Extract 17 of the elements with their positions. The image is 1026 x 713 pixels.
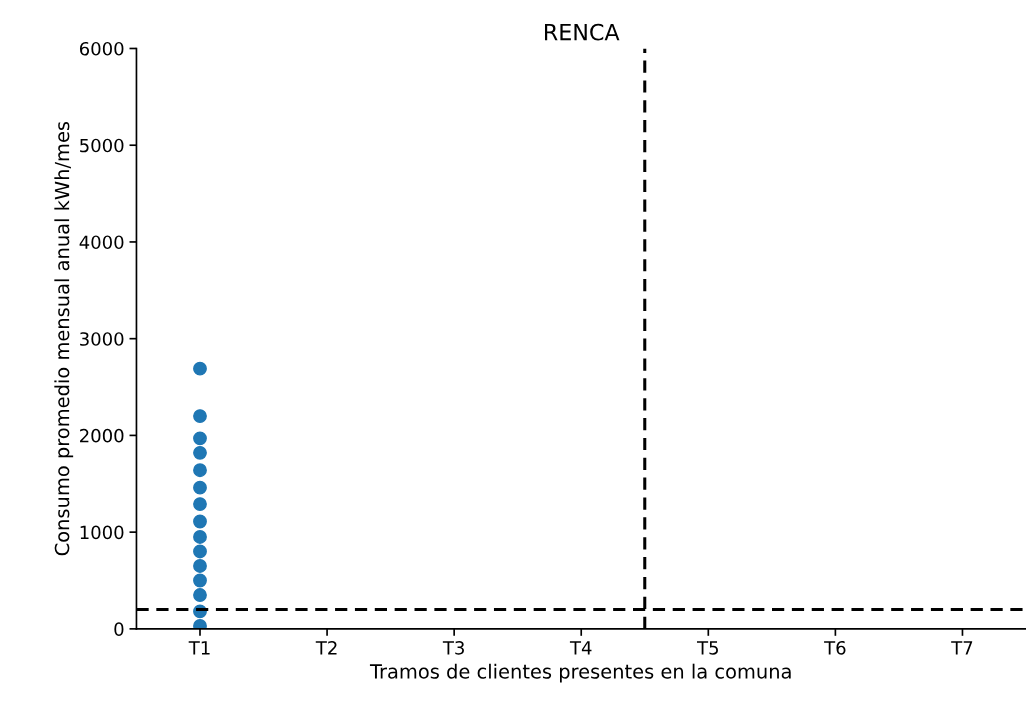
x-tick-label: T6 xyxy=(824,640,846,655)
y-tick-label: 2000 xyxy=(80,428,124,443)
x-tick-label: T4 xyxy=(569,641,592,655)
y-tick-label: 6000 xyxy=(79,41,124,56)
y-tick-label: 1000 xyxy=(80,525,124,540)
x-tick-label: T7 xyxy=(951,641,973,655)
x-tick-label: T1 xyxy=(188,641,210,655)
x-tick-label: T2 xyxy=(315,640,337,655)
x-tick-label: T5 xyxy=(696,641,718,655)
y-tick-label: 4000 xyxy=(79,235,124,250)
y-axis-title: Consumo promedio mensual anual kWh/mes xyxy=(54,121,74,556)
x-axis-title: Tramos de clientes presentes en la comuna xyxy=(369,663,791,683)
chart-title: RENCA xyxy=(545,23,620,41)
y-tick-label: 0 xyxy=(114,622,124,636)
y-tick-label: 3000 xyxy=(80,332,124,346)
x-tick-label: T3 xyxy=(442,640,464,655)
y-tick-label: 5000 xyxy=(80,138,124,153)
